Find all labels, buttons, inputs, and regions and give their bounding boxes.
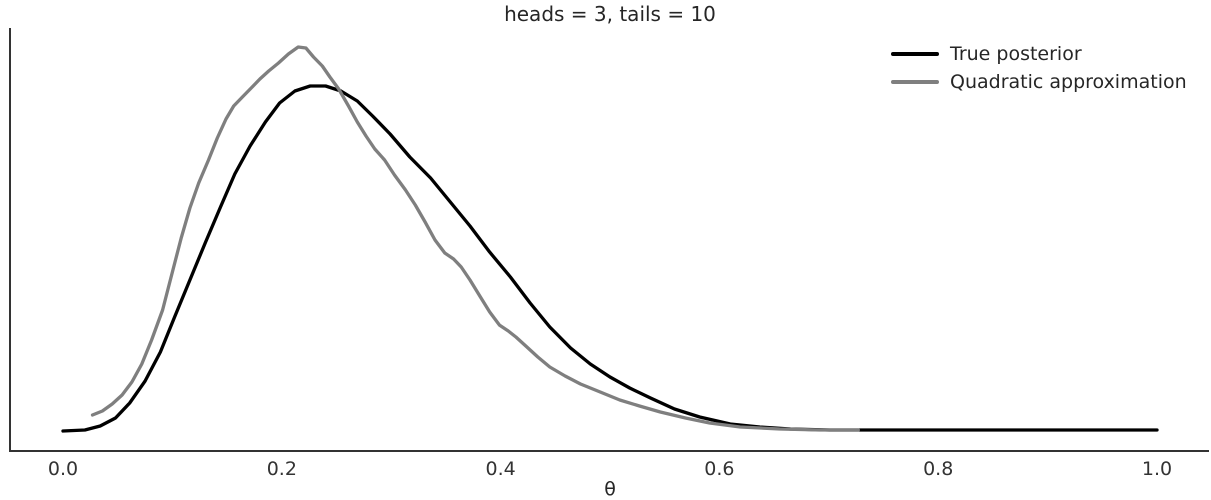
- legend: True posterior Quadratic approximation: [891, 43, 1187, 93]
- quadratic-approximation-curve: [90, 45, 860, 432]
- x-tick-label: 1.0: [1142, 458, 1172, 480]
- chart-title: heads = 3, tails = 10: [504, 2, 716, 26]
- quadratic-approximation-legend-label: Quadratic approximation: [950, 71, 1187, 93]
- true-posterior-legend-label: True posterior: [949, 43, 1082, 65]
- x-tick-label: 0.4: [485, 458, 515, 480]
- x-axis-label: θ: [604, 478, 616, 500]
- true-posterior-curve: [61, 84, 1159, 433]
- x-tick-label: 0.6: [704, 458, 734, 480]
- legend-item-quadratic-approximation: Quadratic approximation: [891, 71, 1187, 93]
- axes-spines: [9, 28, 1209, 452]
- curves-layer: [61, 45, 1159, 433]
- x-tick-label: 0.0: [48, 458, 78, 480]
- legend-item-true-posterior: True posterior: [891, 43, 1082, 65]
- x-tick-label: 0.2: [267, 458, 297, 480]
- x-tick-labels: 0.0 0.2 0.4 0.6 0.8 1.0: [48, 458, 1172, 480]
- x-tick-label: 0.8: [923, 458, 953, 480]
